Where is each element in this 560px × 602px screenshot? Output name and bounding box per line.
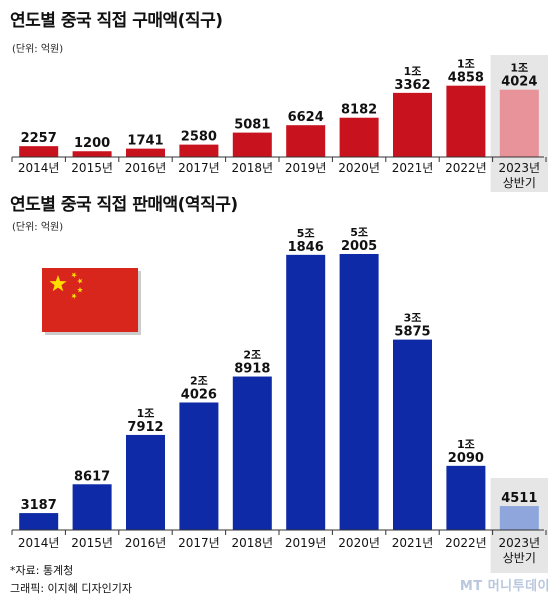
tick-label: 2019년 bbox=[285, 536, 327, 550]
tick-label: 2023년 bbox=[499, 536, 541, 550]
chart2-title: 연도별 중국 직접 판매액(역직구) bbox=[10, 195, 238, 215]
data-label: 4511 bbox=[501, 491, 537, 506]
bar bbox=[126, 148, 165, 157]
bar bbox=[393, 92, 432, 157]
tick-label: 상반기 bbox=[503, 551, 536, 565]
bar bbox=[179, 144, 219, 157]
data-label: 1조 bbox=[137, 407, 155, 420]
bar bbox=[232, 376, 272, 530]
bar bbox=[499, 89, 539, 157]
tick-label: 2018년 bbox=[232, 536, 274, 550]
data-label: 2257 bbox=[21, 131, 57, 146]
data-label: 1조 bbox=[457, 438, 475, 451]
source-note: *자료: 통계청 bbox=[10, 564, 74, 577]
flag-star-small bbox=[77, 287, 83, 293]
bar bbox=[72, 151, 112, 157]
data-label: 4024 bbox=[501, 75, 537, 90]
data-label: 5875 bbox=[394, 325, 430, 340]
tick-label: 2017년 bbox=[178, 161, 220, 175]
tick-label: 2016년 bbox=[125, 161, 167, 175]
tick-label: 상반기 bbox=[503, 176, 536, 190]
tick-label: 2016년 bbox=[125, 536, 167, 550]
bar bbox=[446, 85, 486, 157]
bar bbox=[232, 132, 272, 157]
data-label: 2005 bbox=[341, 239, 377, 254]
bar bbox=[72, 484, 112, 530]
data-label: 2조 bbox=[243, 349, 261, 362]
flag-star-small bbox=[71, 293, 77, 299]
data-label: 1741 bbox=[127, 134, 163, 149]
bar bbox=[179, 402, 219, 530]
flag-star-small bbox=[71, 272, 77, 278]
bar bbox=[446, 465, 486, 530]
bar bbox=[339, 254, 379, 530]
data-label: 1200 bbox=[74, 136, 110, 151]
chart2-unit: (단위: 억원) bbox=[12, 222, 64, 233]
data-label: 1조 bbox=[457, 58, 475, 71]
data-label: 8182 bbox=[341, 103, 377, 118]
tick-label: 2021년 bbox=[392, 161, 434, 175]
tick-label: 2020년 bbox=[338, 536, 380, 550]
china-flag-icon bbox=[42, 268, 138, 332]
tick-label: 2015년 bbox=[71, 161, 113, 175]
bar bbox=[286, 254, 326, 530]
flag-star-small bbox=[77, 278, 83, 284]
data-label: 5조 bbox=[297, 227, 315, 240]
chart1-unit: (단위: 억원) bbox=[12, 44, 64, 55]
data-label: 7912 bbox=[127, 420, 163, 435]
data-label: 1조 bbox=[404, 65, 422, 78]
tick-label: 2015년 bbox=[71, 536, 113, 550]
data-label: 3362 bbox=[394, 78, 430, 93]
watermark-logo: MT 머니투데이 bbox=[459, 579, 550, 594]
data-label: 1846 bbox=[288, 240, 324, 255]
bar bbox=[286, 125, 326, 157]
data-label: 8617 bbox=[74, 469, 110, 484]
data-label: 4026 bbox=[181, 387, 217, 402]
bar bbox=[339, 117, 379, 157]
data-label: 4858 bbox=[448, 71, 484, 86]
data-label: 1조 bbox=[510, 62, 528, 75]
data-label: 2조 bbox=[190, 374, 208, 387]
flag-star-large bbox=[49, 275, 67, 292]
data-label: 2090 bbox=[448, 451, 484, 466]
tick-label: 2014년 bbox=[18, 161, 60, 175]
data-label: 3조 bbox=[404, 312, 422, 325]
bar bbox=[393, 339, 432, 530]
data-label: 2580 bbox=[181, 130, 217, 145]
tick-label: 2023년 bbox=[499, 161, 541, 175]
bar bbox=[499, 506, 539, 530]
data-label: 3187 bbox=[21, 498, 57, 513]
tick-label: 2020년 bbox=[338, 161, 380, 175]
tick-label: 2022년 bbox=[445, 161, 487, 175]
bar bbox=[19, 513, 59, 530]
graphic-credit: 그래픽: 이지혜 디자인기자 bbox=[10, 582, 133, 595]
tick-label: 2021년 bbox=[392, 536, 434, 550]
data-label: 5조 bbox=[350, 226, 368, 239]
data-label: 5081 bbox=[234, 118, 270, 133]
bar bbox=[19, 146, 59, 157]
data-label: 6624 bbox=[288, 110, 324, 125]
tick-label: 2014년 bbox=[18, 536, 60, 550]
chart1-title: 연도별 중국 직접 구매액(직구) bbox=[10, 11, 223, 31]
tick-label: 2018년 bbox=[232, 161, 274, 175]
tick-label: 2022년 bbox=[445, 536, 487, 550]
tick-label: 2017년 bbox=[178, 536, 220, 550]
bar bbox=[126, 434, 165, 530]
tick-label: 2019년 bbox=[285, 161, 327, 175]
data-label: 8918 bbox=[234, 362, 270, 377]
